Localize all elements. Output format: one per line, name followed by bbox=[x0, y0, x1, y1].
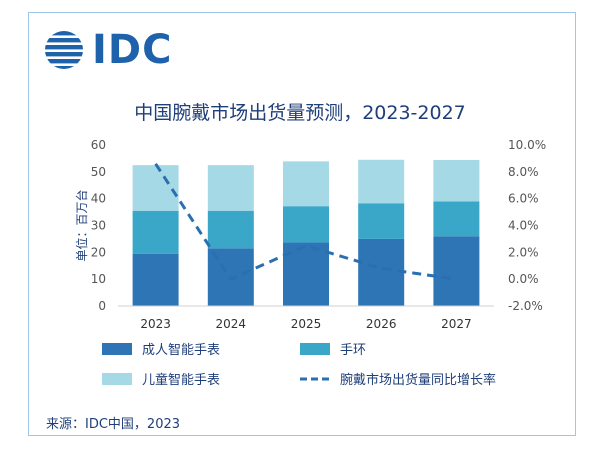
legend-swatch bbox=[102, 343, 132, 355]
source-note: 来源：IDC中国，2023 bbox=[46, 417, 181, 432]
y2-tick-label: -2.0% bbox=[508, 299, 543, 313]
bar-成人智能手表 bbox=[132, 253, 179, 306]
bar-儿童智能手表 bbox=[132, 165, 179, 211]
y-tick-label: 10 bbox=[91, 272, 106, 286]
bar-儿童智能手表 bbox=[207, 165, 254, 211]
chart-title: 中国腕戴市场出货量预测，2023-2027 bbox=[134, 102, 466, 124]
y2-tick-label: 10.0% bbox=[508, 138, 546, 152]
y2-tick-label: 4.0% bbox=[508, 219, 539, 233]
x-tick-label: 2023 bbox=[140, 317, 171, 331]
legend-swatch bbox=[102, 373, 132, 385]
legend-label: 腕戴市场出货量同比增长率 bbox=[340, 372, 496, 388]
growth-rate-line bbox=[154, 162, 457, 281]
legend-label: 手环 bbox=[340, 343, 366, 358]
x-tick-label: 2027 bbox=[441, 317, 472, 331]
bar-手环 bbox=[207, 210, 254, 249]
bar-儿童智能手表 bbox=[283, 161, 329, 207]
bar-儿童智能手表 bbox=[433, 160, 480, 202]
legend-swatch bbox=[300, 343, 330, 355]
y2-tick-label: 2.0% bbox=[508, 245, 539, 259]
x-tick-label: 2025 bbox=[291, 317, 322, 331]
y2-tick-label: 8.0% bbox=[508, 165, 539, 179]
y-tick-label: 30 bbox=[91, 219, 106, 233]
legend-label: 成人智能手表 bbox=[142, 343, 220, 358]
y2-tick-label: 0.0% bbox=[508, 272, 539, 286]
legend-label: 儿童智能手表 bbox=[142, 372, 220, 388]
bar-手环 bbox=[433, 201, 480, 237]
bar-成人智能手表 bbox=[433, 236, 480, 306]
bar-儿童智能手表 bbox=[358, 159, 405, 204]
y2-tick-label: 6.0% bbox=[508, 192, 539, 206]
bar-手环 bbox=[283, 206, 329, 243]
y-tick-label: 60 bbox=[91, 138, 106, 152]
y-tick-label: 40 bbox=[91, 192, 106, 206]
y-tick-label: 0 bbox=[98, 299, 106, 313]
idc-globe-icon bbox=[45, 31, 83, 69]
x-tick-label: 2024 bbox=[216, 317, 247, 331]
x-tick-label: 2026 bbox=[366, 317, 397, 331]
y-tick-label: 20 bbox=[91, 245, 106, 259]
bar-手环 bbox=[358, 203, 405, 239]
idc-logo: IDC bbox=[42, 28, 172, 72]
logo-text: IDC bbox=[92, 27, 173, 73]
y-axis-label: 单位：百万台 bbox=[74, 189, 89, 261]
bar-手环 bbox=[132, 210, 179, 254]
y-tick-label: 50 bbox=[91, 165, 106, 179]
bar-成人智能手表 bbox=[358, 238, 405, 306]
